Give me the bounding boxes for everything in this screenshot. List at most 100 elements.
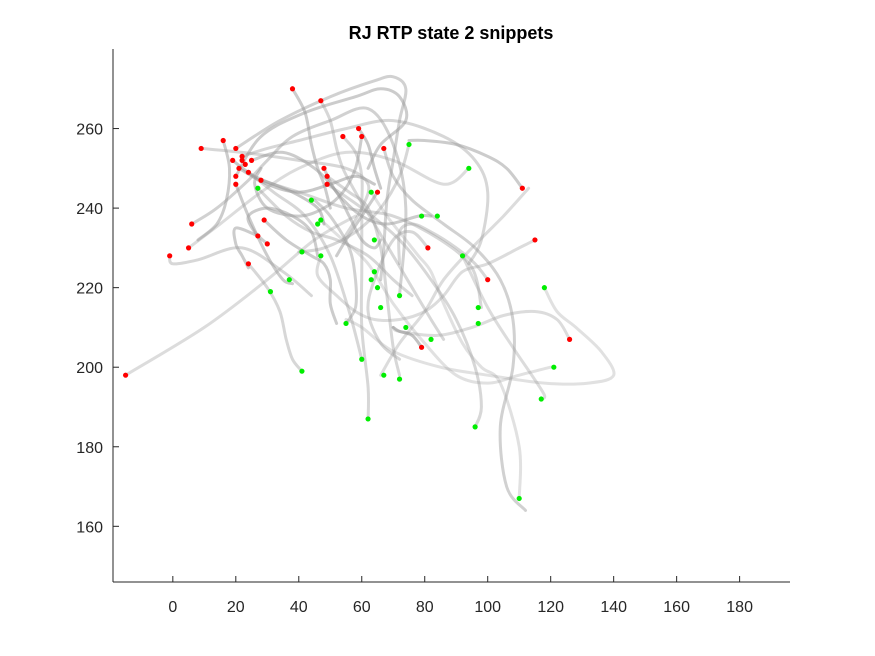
start-point-32 — [485, 277, 491, 283]
start-point-12 — [236, 165, 242, 171]
trajectory-35 — [391, 309, 572, 341]
trajectory-9 — [234, 87, 409, 178]
end-point-11 — [359, 356, 365, 362]
start-point-31 — [425, 245, 431, 251]
y-tick-label-160: 160 — [76, 519, 103, 536]
end-point-33 — [541, 285, 547, 291]
trajectory-8 — [234, 182, 294, 286]
y-tick-label-200: 200 — [76, 360, 103, 377]
trajectory-12 — [237, 166, 376, 194]
end-point-31 — [516, 495, 522, 502]
end-point-27 — [466, 165, 472, 171]
end-point-17 — [371, 237, 377, 243]
start-point-14 — [248, 157, 255, 163]
end-point-16 — [378, 304, 384, 311]
start-point-1 — [122, 372, 129, 378]
start-point-20 — [289, 86, 296, 92]
trajectory-39 — [319, 218, 556, 385]
end-point-13 — [368, 277, 374, 283]
start-point-13 — [245, 169, 251, 175]
start-point-5 — [198, 145, 204, 152]
end-point-34 — [551, 364, 557, 370]
trajectory-6 — [196, 139, 232, 242]
trajectory-4 — [190, 106, 408, 298]
start-point-25 — [340, 133, 346, 140]
end-point-7 — [318, 217, 324, 223]
end-point-30 — [475, 320, 481, 327]
end-point-26 — [459, 253, 466, 259]
end-point-32 — [538, 396, 544, 402]
end-point-9 — [315, 221, 321, 227]
start-point-27 — [359, 133, 365, 140]
x-tick-label-120: 120 — [537, 599, 564, 616]
y-tick-label-240: 240 — [76, 201, 103, 218]
start-point-28 — [374, 189, 381, 195]
end-point-2 — [267, 289, 274, 295]
start-point-11 — [239, 153, 245, 159]
x-tick-label-80: 80 — [416, 599, 434, 616]
trajectory-11 — [240, 118, 490, 266]
start-point-6 — [220, 137, 226, 144]
start-point-2 — [167, 253, 173, 259]
start-point-35 — [566, 336, 573, 342]
trajectory-10 — [234, 74, 408, 282]
start-point-layer — [122, 86, 573, 378]
start-point-18 — [255, 233, 261, 239]
start-point-36 — [242, 161, 248, 167]
trajectory-15 — [259, 178, 483, 309]
trajectory-24 — [325, 174, 401, 377]
start-point-23 — [324, 181, 330, 187]
trajectory-3 — [187, 150, 471, 250]
end-point-23 — [418, 213, 425, 219]
end-point-18 — [381, 372, 387, 378]
trajectory-27 — [253, 135, 364, 218]
axes: 0 20 40 60 80 100 120 140 160 180 160 180 200 220 240 2… — [76, 49, 790, 616]
trajectory-31 — [366, 230, 430, 361]
trajectory-25 — [341, 135, 371, 421]
chart-title: RJ RTP state 2 snippets — [349, 23, 554, 43]
end-point-25 — [434, 213, 440, 219]
trajectory-33 — [407, 138, 524, 190]
start-point-24 — [324, 173, 330, 179]
end-point-6 — [308, 197, 314, 203]
end-point-10 — [343, 320, 349, 327]
trajectory-34 — [315, 238, 537, 322]
start-point-4 — [189, 221, 195, 227]
end-point-8 — [318, 253, 324, 259]
end-point-22 — [406, 141, 412, 148]
start-point-3 — [185, 245, 192, 251]
trajectory-14 — [250, 150, 383, 250]
start-point-21 — [318, 98, 324, 104]
x-tick-label-20: 20 — [227, 599, 245, 616]
start-point-8 — [233, 181, 239, 187]
end-point-1 — [255, 185, 261, 191]
start-point-10 — [233, 145, 239, 152]
start-point-22 — [321, 165, 327, 171]
trajectory-29 — [382, 146, 527, 512]
end-point-15 — [374, 285, 381, 291]
trajectory-21 — [319, 99, 446, 341]
start-point-19 — [245, 261, 251, 267]
end-point-29 — [475, 304, 481, 311]
start-point-33 — [519, 185, 525, 191]
trajectory-5 — [199, 146, 371, 242]
trajectory-41 — [313, 198, 358, 325]
trajectory-32 — [397, 222, 490, 282]
trajectory-2 — [168, 246, 313, 298]
end-point-35 — [368, 189, 374, 195]
start-point-9 — [233, 173, 239, 179]
trajectory-37 — [379, 186, 531, 377]
end-point-layer — [255, 141, 557, 502]
x-tick-label-160: 160 — [663, 599, 690, 616]
start-point-30 — [418, 344, 425, 350]
trajectory-20 — [291, 87, 332, 210]
end-point-28 — [472, 424, 478, 430]
trajectory-28 — [335, 190, 379, 258]
x-tick-label-60: 60 — [353, 599, 371, 616]
start-point-37 — [239, 157, 245, 163]
start-point-34 — [532, 237, 538, 243]
trajectory-16 — [262, 218, 339, 325]
start-point-16 — [261, 217, 267, 223]
start-point-26 — [356, 125, 362, 132]
start-point-29 — [381, 145, 387, 152]
